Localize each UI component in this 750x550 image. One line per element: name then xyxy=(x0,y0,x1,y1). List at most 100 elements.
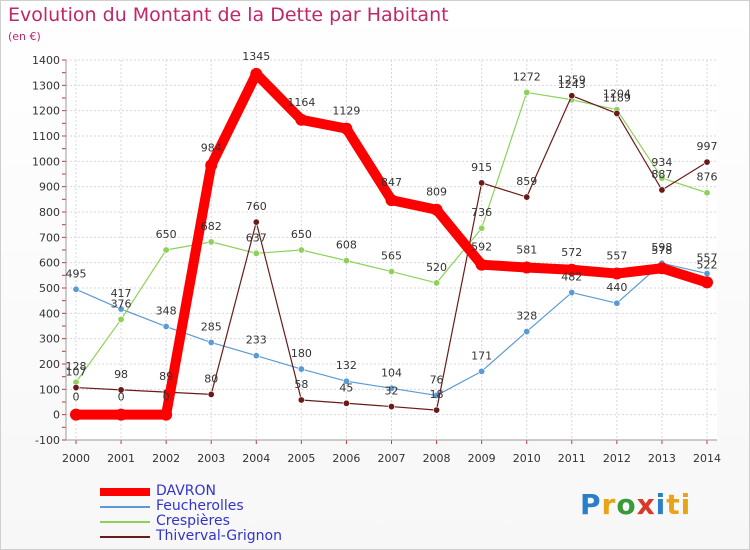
data-point xyxy=(342,377,350,385)
data-label: 682 xyxy=(201,220,222,233)
y-tick-label: 300 xyxy=(39,333,60,346)
data-label: 809 xyxy=(426,186,447,199)
proxiti-logo: Proxiti xyxy=(580,488,692,521)
data-label: 1129 xyxy=(332,105,360,118)
legend-swatch xyxy=(100,506,150,508)
data-label: 45 xyxy=(339,381,353,394)
data-label: 1243 xyxy=(558,78,586,91)
data-label: 557 xyxy=(697,252,718,265)
data-point xyxy=(117,315,125,323)
x-tick-label: 2003 xyxy=(197,452,225,465)
data-point xyxy=(387,403,395,411)
data-label: 18 xyxy=(430,388,444,401)
legend-label: Crespières xyxy=(156,513,230,529)
data-label: 1189 xyxy=(603,91,631,104)
x-tick-label: 2009 xyxy=(468,452,496,465)
data-label: 637 xyxy=(246,231,267,244)
data-point xyxy=(252,352,260,360)
data-point xyxy=(297,396,305,404)
data-label: 180 xyxy=(291,347,312,360)
data-label: 128 xyxy=(66,360,87,373)
data-label: 0 xyxy=(73,391,80,404)
y-tick-label: 100 xyxy=(39,383,60,396)
data-label: 736 xyxy=(471,206,492,219)
data-label: 32 xyxy=(385,385,399,398)
data-point xyxy=(523,193,531,201)
data-label: 440 xyxy=(606,281,627,294)
data-label: 876 xyxy=(697,171,718,184)
data-label: 760 xyxy=(246,200,267,213)
data-label: 58 xyxy=(294,378,308,391)
y-tick-label: 500 xyxy=(39,282,60,295)
legend-label: Thiverval-Grignon xyxy=(156,528,282,544)
data-point xyxy=(252,218,260,226)
y-tick-label: -100 xyxy=(35,434,60,447)
data-point xyxy=(162,246,170,254)
data-point xyxy=(252,249,260,257)
data-label: 578 xyxy=(651,244,672,257)
y-tick-label: 400 xyxy=(39,307,60,320)
data-label: 557 xyxy=(606,250,627,263)
data-point xyxy=(478,179,486,187)
x-tick-label: 2006 xyxy=(332,452,360,465)
data-point xyxy=(342,257,350,265)
data-label: 915 xyxy=(471,161,492,174)
data-label: 1204 xyxy=(603,88,631,101)
y-tick-label: 1300 xyxy=(32,79,60,92)
data-point xyxy=(340,122,353,135)
data-point xyxy=(610,267,623,280)
x-tick-label: 2011 xyxy=(558,452,586,465)
data-label: 1164 xyxy=(287,96,315,109)
data-label: 847 xyxy=(381,176,402,189)
legend-swatch xyxy=(100,536,150,538)
data-label: 482 xyxy=(561,271,582,284)
data-point xyxy=(160,408,173,421)
data-label: 76 xyxy=(430,373,444,386)
data-point xyxy=(613,109,621,117)
data-label: 285 xyxy=(201,320,222,333)
chart-subtitle: (en €) xyxy=(8,30,41,43)
data-label: 1259 xyxy=(558,74,586,87)
data-point xyxy=(613,299,621,307)
x-tick-label: 2012 xyxy=(603,452,631,465)
data-point xyxy=(342,399,350,407)
data-label: 1272 xyxy=(513,70,541,83)
data-point xyxy=(475,258,488,271)
data-point xyxy=(207,238,215,246)
data-point xyxy=(297,365,305,373)
x-tick-label: 2000 xyxy=(62,452,90,465)
data-point xyxy=(478,224,486,232)
data-label: 376 xyxy=(111,297,132,310)
x-tick-label: 2001 xyxy=(107,452,135,465)
data-label: 650 xyxy=(156,228,177,241)
y-tick-label: 800 xyxy=(39,206,60,219)
y-tick-label: 700 xyxy=(39,231,60,244)
data-point xyxy=(658,186,666,194)
legend-label: Feucherolles xyxy=(156,498,244,514)
data-label: 98 xyxy=(114,368,128,381)
legend-swatch xyxy=(100,488,150,496)
y-tick-label: 900 xyxy=(39,181,60,194)
data-label: 495 xyxy=(66,267,87,280)
data-point xyxy=(520,261,533,274)
y-tick-label: 1000 xyxy=(32,155,60,168)
data-point xyxy=(115,408,128,421)
x-tick-label: 2002 xyxy=(152,452,180,465)
data-label: 997 xyxy=(697,140,718,153)
data-label: 328 xyxy=(516,310,537,323)
data-point xyxy=(433,279,441,287)
data-label: 0 xyxy=(118,391,125,404)
data-label: 107 xyxy=(66,366,87,379)
x-tick-label: 2014 xyxy=(693,452,721,465)
x-tick-label: 2013 xyxy=(648,452,676,465)
chart-title: Evolution du Montant de la Dette par Hab… xyxy=(8,4,449,26)
data-label: 592 xyxy=(471,241,492,254)
data-label: 887 xyxy=(651,168,672,181)
x-tick-label: 2007 xyxy=(378,452,406,465)
data-label: 581 xyxy=(516,243,537,256)
data-point xyxy=(207,390,215,398)
data-point xyxy=(523,88,531,96)
data-point xyxy=(568,92,576,100)
data-label: 233 xyxy=(246,334,267,347)
data-point xyxy=(703,189,711,197)
